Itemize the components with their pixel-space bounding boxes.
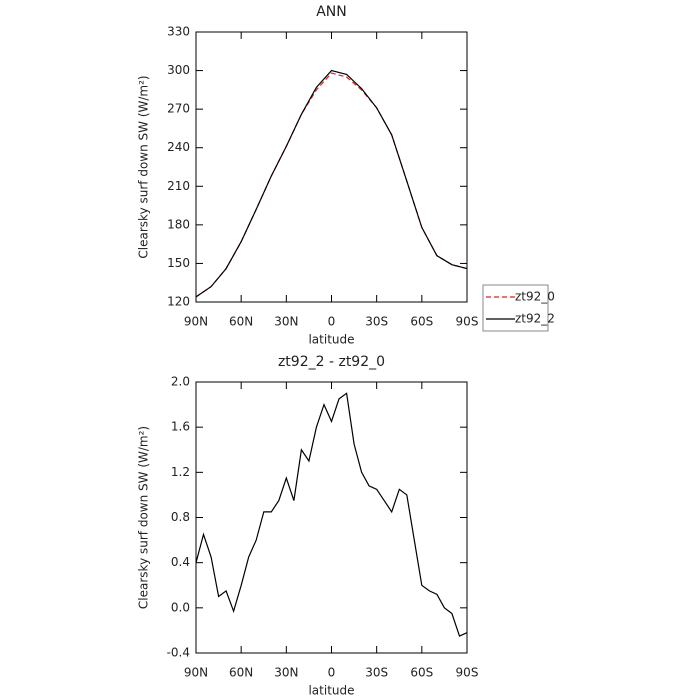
data-line <box>195 69 468 298</box>
x-tick-label: 30N <box>274 666 298 680</box>
y-tick-label: -0.4 <box>167 646 190 660</box>
x-tick-label: 30N <box>274 315 298 329</box>
y-tick-label: 240 <box>167 140 190 154</box>
x-tick-label: 60N <box>229 666 253 680</box>
x-tick-label: 0 <box>328 315 336 329</box>
y-tick-label: 1.2 <box>171 465 190 479</box>
x-tick-label: 0 <box>328 666 336 680</box>
y-tick-label: 270 <box>167 102 190 116</box>
y-tick-label: 2.0 <box>171 375 190 389</box>
plot-frame <box>195 31 468 303</box>
x-tick-label: 30S <box>365 666 388 680</box>
x-tick-label: 90S <box>456 666 479 680</box>
x-tick-label: 60N <box>229 315 253 329</box>
plot-frame <box>195 381 468 654</box>
chart-title: zt92_2 - zt92_0 <box>278 354 385 370</box>
y-tick-label: 150 <box>167 256 190 270</box>
legend-box <box>482 284 549 332</box>
x-tick-label: 30S <box>365 315 388 329</box>
y-axis-label: Clearsky surf down SW (W/m²) <box>137 75 151 258</box>
y-tick-label: 120 <box>167 295 190 309</box>
x-axis-label: latitude <box>308 333 354 347</box>
x-tick-label: 60S <box>410 666 433 680</box>
legend-label: zt92_2 <box>515 312 555 326</box>
y-tick-label: 0.8 <box>171 510 190 524</box>
y-tick-label: 180 <box>167 217 190 231</box>
data-line <box>195 392 468 637</box>
y-tick-label: 0.4 <box>171 555 190 569</box>
y-tick-label: 0.0 <box>171 600 190 614</box>
y-tick-label: 300 <box>167 63 190 77</box>
legend-label: zt92_0 <box>515 290 555 304</box>
x-tick-label: 90S <box>456 315 479 329</box>
y-tick-label: 210 <box>167 179 190 193</box>
chart-title: ANN <box>316 4 347 20</box>
x-axis-label: latitude <box>308 684 354 698</box>
y-axis-label: Clearsky surf down SW (W/m²) <box>137 426 151 609</box>
y-tick-label: 1.6 <box>171 420 190 434</box>
x-tick-label: 90N <box>184 315 208 329</box>
x-tick-label: 60S <box>410 315 433 329</box>
y-tick-label: 330 <box>167 25 190 39</box>
data-line <box>195 72 468 298</box>
x-tick-label: 90N <box>184 666 208 680</box>
